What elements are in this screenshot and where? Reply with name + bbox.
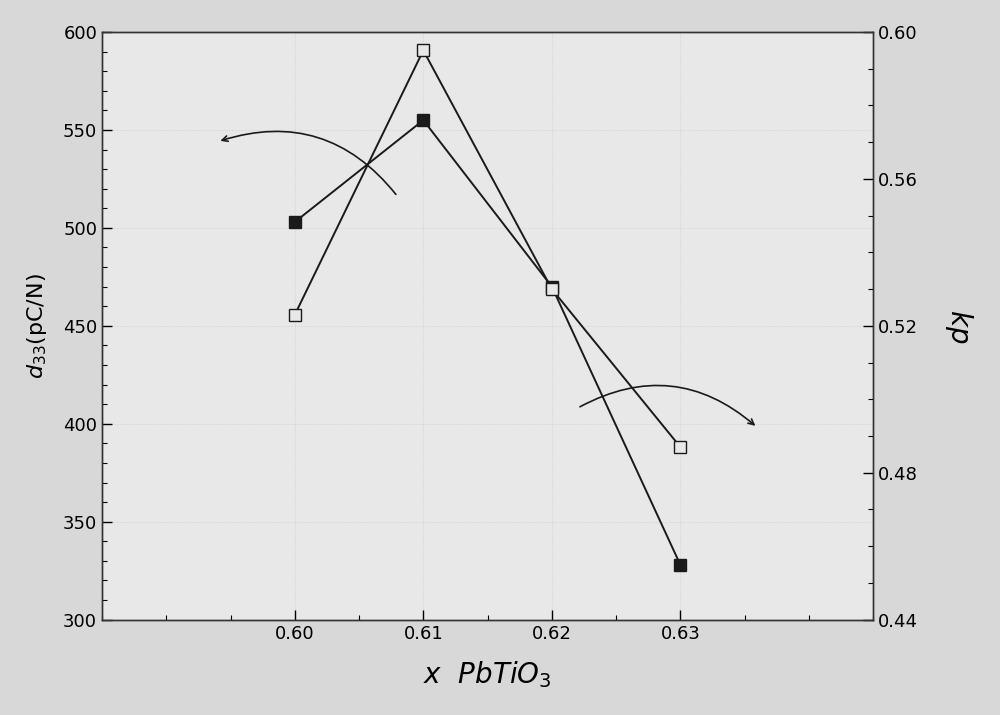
Y-axis label: $d_{33}$(pC/N): $d_{33}$(pC/N) [25, 273, 49, 379]
Y-axis label: $k$p: $k$p [943, 309, 975, 343]
X-axis label: x  PbTiO$_3$: x PbTiO$_3$ [423, 659, 552, 690]
